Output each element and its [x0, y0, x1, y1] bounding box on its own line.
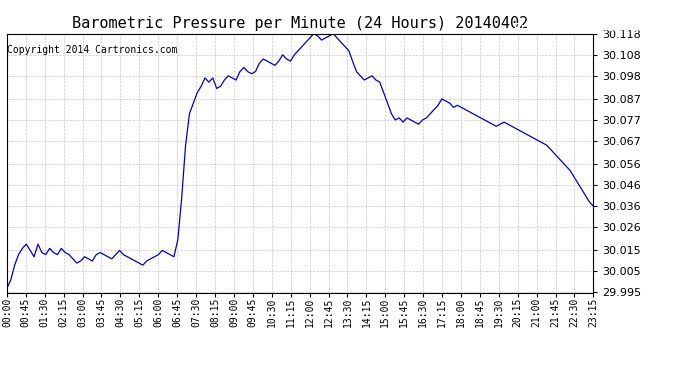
Text: Pressure  (Inches/Hg): Pressure (Inches/Hg)	[514, 23, 645, 33]
Title: Barometric Pressure per Minute (24 Hours) 20140402: Barometric Pressure per Minute (24 Hours…	[72, 16, 529, 31]
Text: Copyright 2014 Cartronics.com: Copyright 2014 Cartronics.com	[7, 45, 177, 55]
